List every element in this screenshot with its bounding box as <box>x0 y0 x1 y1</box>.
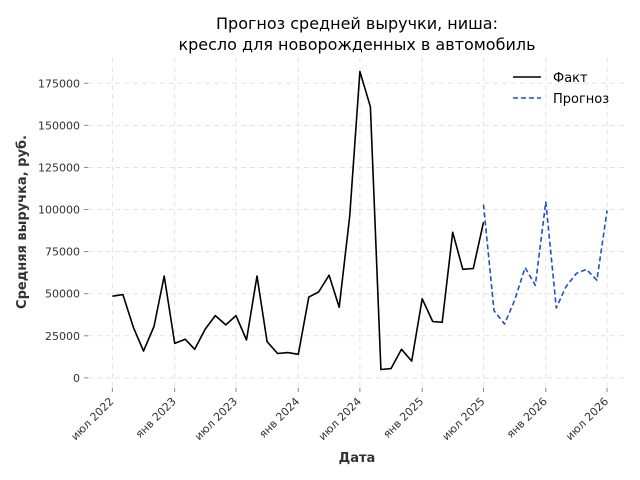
chart-title-line-1: Прогноз средней выручки, ниша: <box>216 14 498 33</box>
series-line-forecast <box>482 201 608 325</box>
series-line-fact <box>112 70 485 371</box>
y-tick-label: 50000 <box>45 288 80 301</box>
y-tick-label: 100000 <box>38 204 80 217</box>
x-axis: июл 2022 янв 2023 июл 2023 янв 2024 июл 2024… <box>68 388 611 443</box>
legend-label-fact: Факт <box>553 71 588 86</box>
y-tick-label: 125000 <box>38 161 80 174</box>
y-axis-label: Средняя выручка, руб. <box>15 135 30 309</box>
y-tick-label: 175000 <box>38 77 80 90</box>
x-tick-label: июл 2022 <box>68 395 116 443</box>
x-tick-label: июл 2024 <box>316 395 364 443</box>
x-tick-label: янв 2023 <box>133 395 179 441</box>
y-axis: 0 25000 50000 75000 100000 125000 150000 175000 <box>38 77 88 385</box>
x-axis-label: Дата <box>339 451 376 466</box>
x-tick-label: июл 2026 <box>563 395 611 443</box>
x-tick-label: янв 2025 <box>380 395 426 441</box>
y-tick-label: 25000 <box>45 330 80 343</box>
series-lines <box>112 70 608 371</box>
x-tick-label: июл 2025 <box>440 395 488 443</box>
legend: Факт Прогноз <box>513 71 609 107</box>
y-tick-label: 75000 <box>45 246 80 259</box>
y-tick-label: 150000 <box>38 119 80 132</box>
legend-label-forecast: Прогноз <box>553 92 609 107</box>
chart-title-line-2: кресло для новорожденных в автомобиль <box>178 35 535 54</box>
x-tick-label: янв 2024 <box>257 395 303 441</box>
x-tick-label: июл 2023 <box>192 395 240 443</box>
x-tick-label: янв 2026 <box>504 395 550 441</box>
y-tick-label: 0 <box>73 372 80 385</box>
